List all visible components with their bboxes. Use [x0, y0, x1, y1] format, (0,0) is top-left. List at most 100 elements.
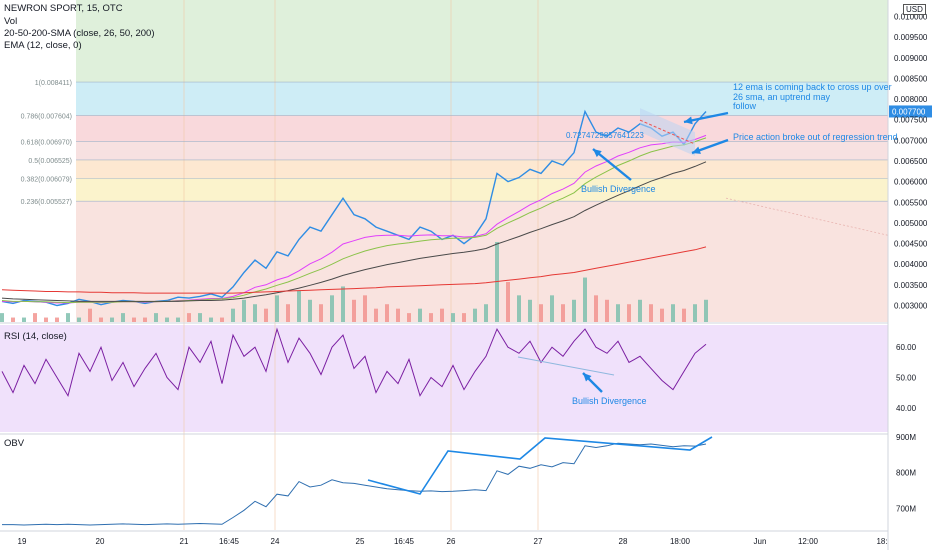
volume-bar	[594, 295, 598, 322]
volume-bar	[275, 295, 279, 322]
volume-bar	[440, 308, 444, 322]
volume-bar	[418, 308, 422, 322]
volume-bar	[33, 313, 37, 322]
last-price-tag	[889, 105, 932, 118]
fib-level-label-2: 0.618(0.006970)	[21, 140, 72, 147]
bullish-divergence-price-note: Bullish Divergence	[581, 184, 656, 194]
ema-label: EMA (12, close, 0)	[4, 40, 82, 51]
volume-bar	[231, 308, 235, 322]
time-axis-tick: 26	[447, 537, 456, 546]
price-axis-tick: 0.004500	[894, 240, 928, 249]
volume-bar	[473, 308, 477, 322]
volume-bar	[264, 308, 268, 322]
time-axis-tick: 16:45	[219, 537, 240, 546]
price-axis-tick: 0.009500	[894, 33, 928, 42]
regression-channel	[640, 108, 695, 157]
volume-bar	[704, 299, 708, 322]
volume-bar	[605, 299, 609, 322]
fib-zone-1	[76, 115, 888, 142]
rsi-axis-tick: 60.00	[896, 343, 917, 352]
price-axis-tick: 0.007000	[894, 136, 928, 145]
sma-label: 20-50-200-SMA (close, 26, 50, 200)	[4, 28, 155, 39]
last-price-label: 0.007700	[892, 107, 926, 116]
volume-bar	[550, 295, 554, 322]
volume-bar	[682, 308, 686, 322]
volume-bar	[583, 277, 587, 322]
volume-bar	[396, 308, 400, 322]
fib-zone-4	[76, 178, 888, 202]
price-axis-tick: 0.005000	[894, 219, 928, 228]
volume-bar	[462, 313, 466, 322]
volume-bar	[616, 304, 620, 322]
volume-bar	[341, 286, 345, 322]
divergence-rsi-arrow-head	[583, 373, 592, 382]
rsi-axis-tick: 50.00	[896, 374, 917, 383]
volume-bar	[99, 317, 103, 322]
ema-arrow-head	[684, 116, 693, 125]
obv-trend-annotation	[367, 436, 713, 495]
volume-bar	[539, 304, 543, 322]
time-axis-tick: 24	[271, 537, 280, 546]
volume-bar	[363, 295, 367, 322]
time-axis-tick: 21	[180, 537, 189, 546]
volume-bar	[572, 299, 576, 322]
fib-zone-0	[76, 82, 888, 116]
volume-bar	[77, 317, 81, 322]
volume-bar	[693, 304, 697, 322]
obv-label: OBV	[4, 438, 25, 449]
time-axis-tick: 18:00	[670, 537, 691, 546]
currency-button[interactable]: USD	[903, 4, 926, 15]
time-axis-tick: 20	[96, 537, 105, 546]
volume-bar	[671, 304, 675, 322]
price-axis-tick: 0.006000	[894, 178, 928, 187]
volume-bar	[209, 317, 213, 322]
breakout-arrow-head	[692, 146, 701, 154]
fib-level-label-4: 0.382(0.006079)	[21, 176, 72, 183]
volume-bar	[11, 317, 15, 322]
time-axis-tick: 16:45	[394, 537, 415, 546]
volume-bar	[165, 317, 169, 322]
regression-value-label: 0.7274729857641223	[566, 131, 644, 140]
volume-bar	[330, 295, 334, 322]
obv-axis-tick: 800M	[896, 469, 916, 478]
rsi-band	[0, 325, 888, 432]
rsi-line	[1, 327, 707, 397]
symbol-title: NEWRON SPORT, 15, OTC	[4, 3, 123, 14]
volume-bar	[429, 313, 433, 322]
fib-zone-3	[76, 159, 888, 179]
obv-axis-tick: 700M	[896, 504, 916, 513]
volume-bar	[319, 304, 323, 322]
fib-zone-5	[76, 201, 888, 322]
time-axis-tick: 28	[619, 537, 628, 546]
volume-bar	[198, 313, 202, 322]
volume-bar	[253, 304, 257, 322]
volume-bar	[286, 304, 290, 322]
price-axis-tick: 0.004000	[894, 260, 928, 269]
volume-bar	[374, 308, 378, 322]
time-axis-tick: 12:00	[798, 537, 819, 546]
ema-note-line-2: 26 sma, an uptrend may	[733, 92, 831, 102]
volume-bar	[649, 304, 653, 322]
obv-line	[2, 442, 707, 526]
price-axis-tick: 0.006500	[894, 157, 928, 166]
bullish-divergence-rsi-note: Bullish Divergence	[572, 396, 647, 406]
volume-bar	[154, 313, 158, 322]
volume-bar	[132, 317, 136, 322]
volume-bar	[0, 313, 4, 322]
divergence-price-arrow-head	[593, 149, 602, 158]
price-axis-tick: 0.008500	[894, 74, 928, 83]
price-axis-tick: 0.003000	[894, 301, 928, 310]
price-axis-tick: 0.008000	[894, 95, 928, 104]
volume-bar	[638, 299, 642, 322]
volume-bar	[561, 304, 565, 322]
ema-note-line-1: 12 ema is coming back to cross up over	[733, 82, 892, 92]
volume-bar	[44, 317, 48, 322]
obv-axis-tick: 900M	[896, 433, 916, 442]
volume-bar	[66, 313, 70, 322]
rsi-label: RSI (14, close)	[4, 331, 67, 342]
breakout-note: Price action broke out of regression tre…	[733, 132, 898, 142]
volume-bar	[22, 317, 26, 322]
volume-bar	[451, 313, 455, 322]
